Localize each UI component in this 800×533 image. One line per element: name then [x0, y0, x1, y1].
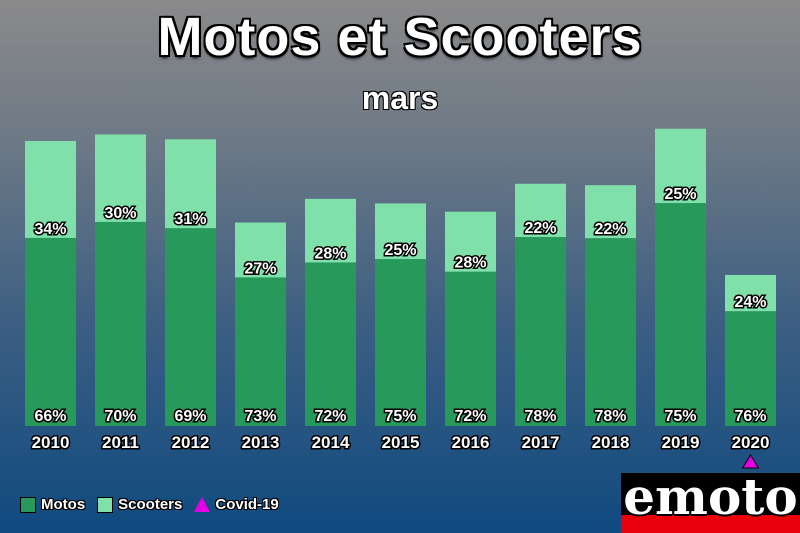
label-motos-2010: 66% — [34, 408, 66, 425]
emoto-logo: emoto — [621, 473, 800, 533]
bar-motos-2015 — [375, 259, 426, 426]
bar-motos-2010 — [25, 237, 76, 426]
bar-scooters-2020 — [725, 274, 776, 312]
tick-label-2020: 2020 — [732, 433, 770, 452]
label-scooters-2019: 25% — [664, 186, 696, 203]
label-motos-2014: 72% — [314, 408, 346, 425]
label-scooters-2017: 22% — [524, 220, 556, 237]
label-motos-2020: 76% — [734, 408, 766, 425]
bar-motos-2011 — [95, 221, 146, 426]
label-scooters-2010: 34% — [34, 221, 66, 238]
bar-scooters-2011 — [95, 134, 146, 222]
bar-motos-2018 — [585, 238, 636, 426]
tick-label-2012: 2012 — [172, 433, 210, 452]
bar-motos-2012 — [165, 228, 216, 426]
label-scooters-2012: 31% — [174, 211, 206, 228]
bar-scooters-2018 — [585, 185, 636, 239]
bar-scooters-2017 — [515, 183, 566, 238]
covid-triangle-icon — [194, 497, 211, 512]
chart-title: Motos et Scooters — [157, 7, 643, 67]
tick-label-2016: 2016 — [452, 433, 490, 452]
label-scooters-2013: 27% — [244, 260, 276, 277]
bar-motos-2020 — [725, 311, 776, 426]
tick-label-2014: 2014 — [312, 433, 350, 452]
label-motos-2015: 75% — [384, 408, 416, 425]
bar-scooters-2010 — [25, 141, 76, 238]
bar-scooters-2019 — [655, 128, 706, 204]
label-motos-2016: 72% — [454, 408, 486, 425]
bar-scooters-2013 — [235, 222, 286, 278]
label-scooters-2014: 28% — [314, 245, 346, 262]
bar-scooters-2016 — [445, 211, 496, 272]
logo-text: emoto — [623, 473, 798, 526]
legend-item-motos: Motos — [20, 496, 85, 513]
tick-label-2018: 2018 — [592, 433, 630, 452]
label-motos-2019: 75% — [664, 408, 696, 425]
tick-label-2019: 2019 — [662, 433, 700, 452]
legend-swatch-scooters — [97, 496, 114, 513]
label-motos-2012: 69% — [174, 408, 206, 425]
legend-label-covid: Covid-19 — [215, 496, 279, 513]
label-scooters-2018: 22% — [594, 221, 626, 238]
bar-motos-2019 — [655, 203, 706, 426]
bar-motos-2017 — [515, 237, 566, 426]
chart-subtitle: mars — [361, 80, 439, 116]
label-scooters-2020: 24% — [734, 294, 766, 311]
legend-swatch-motos — [20, 496, 36, 513]
label-scooters-2011: 30% — [104, 205, 136, 222]
legend-label-motos: Motos — [41, 496, 86, 513]
bar-scooters-2015 — [375, 203, 426, 260]
tick-label-2011: 2011 — [102, 433, 139, 452]
legend-label-scooters: Scooters — [118, 496, 183, 513]
tick-label-2013: 2013 — [242, 433, 280, 452]
label-motos-2011: 70% — [104, 408, 136, 425]
marker-covid-2020 — [741, 454, 760, 469]
bar-motos-2014 — [305, 262, 356, 426]
legend-item-covid: Covid-19 — [194, 496, 279, 513]
bar-scooters-2012 — [165, 139, 216, 229]
tick-label-2010: 2010 — [32, 433, 70, 452]
tick-label-2017: 2017 — [522, 433, 560, 452]
bar-motos-2013 — [235, 277, 286, 426]
label-motos-2013: 73% — [244, 408, 276, 425]
bar-scooters-2014 — [305, 198, 356, 263]
label-scooters-2015: 25% — [384, 242, 416, 259]
label-motos-2017: 78% — [524, 408, 556, 425]
tick-label-2015: 2015 — [382, 433, 420, 452]
logo-red-band — [621, 515, 800, 533]
legend: Motos Scooters Covid-19 — [20, 496, 279, 513]
label-scooters-2016: 28% — [454, 255, 486, 272]
legend-item-scooters: Scooters — [97, 496, 182, 513]
label-motos-2018: 78% — [594, 408, 626, 425]
bar-motos-2016 — [445, 271, 496, 426]
